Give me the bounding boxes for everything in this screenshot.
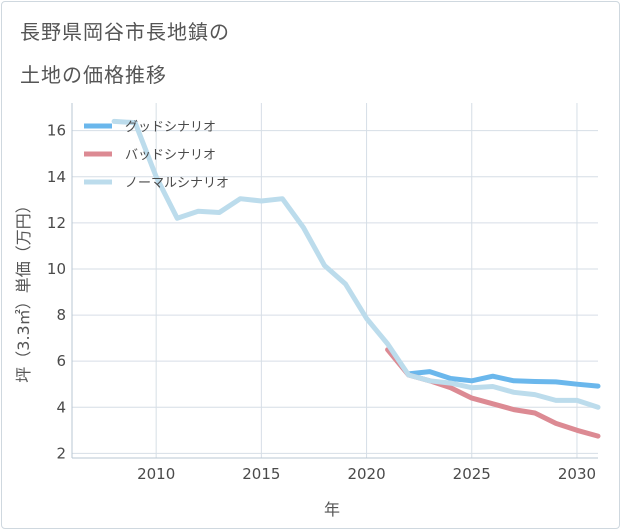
normal-legend-label: ノーマルシナリオ bbox=[125, 176, 229, 191]
x-tick-label: 2020 bbox=[347, 465, 385, 483]
x-tick-label: 2010 bbox=[137, 465, 175, 483]
y-tick-label: 10 bbox=[47, 260, 66, 278]
x-tick-label: 2015 bbox=[242, 465, 280, 483]
y-tick-label: 6 bbox=[56, 352, 66, 370]
y-tick-label: 2 bbox=[56, 444, 66, 462]
x-tick-label: 2025 bbox=[453, 465, 491, 483]
axes: 2010 2015 2020 2025 2030 2 4 6 8 10 12 14 16 bbox=[47, 103, 598, 483]
bad-legend-label: バッドシナリオ bbox=[125, 148, 216, 163]
chart-title-line-1: 長野県岡谷市長地鎮の bbox=[20, 20, 230, 44]
y-tick-label: 12 bbox=[47, 214, 66, 232]
series-lines bbox=[111, 118, 601, 439]
y-axis-label: 坪（3.3㎡）単価（万円） bbox=[14, 197, 33, 383]
normal-scenario-line bbox=[111, 118, 601, 410]
y-tick-label: 14 bbox=[47, 168, 66, 186]
y-tick-label: 4 bbox=[56, 398, 66, 416]
good-legend-label: グッドシナリオ bbox=[125, 120, 216, 135]
plot-area bbox=[72, 103, 598, 458]
good-scenario-line bbox=[406, 369, 601, 389]
x-tick-label: 2030 bbox=[558, 465, 596, 483]
y-tick-label: 8 bbox=[56, 306, 66, 324]
y-tick-label: 16 bbox=[47, 122, 66, 140]
chart-title-line-2: 土地の価格推移 bbox=[20, 63, 167, 87]
x-axis-label: 年 bbox=[323, 500, 341, 519]
